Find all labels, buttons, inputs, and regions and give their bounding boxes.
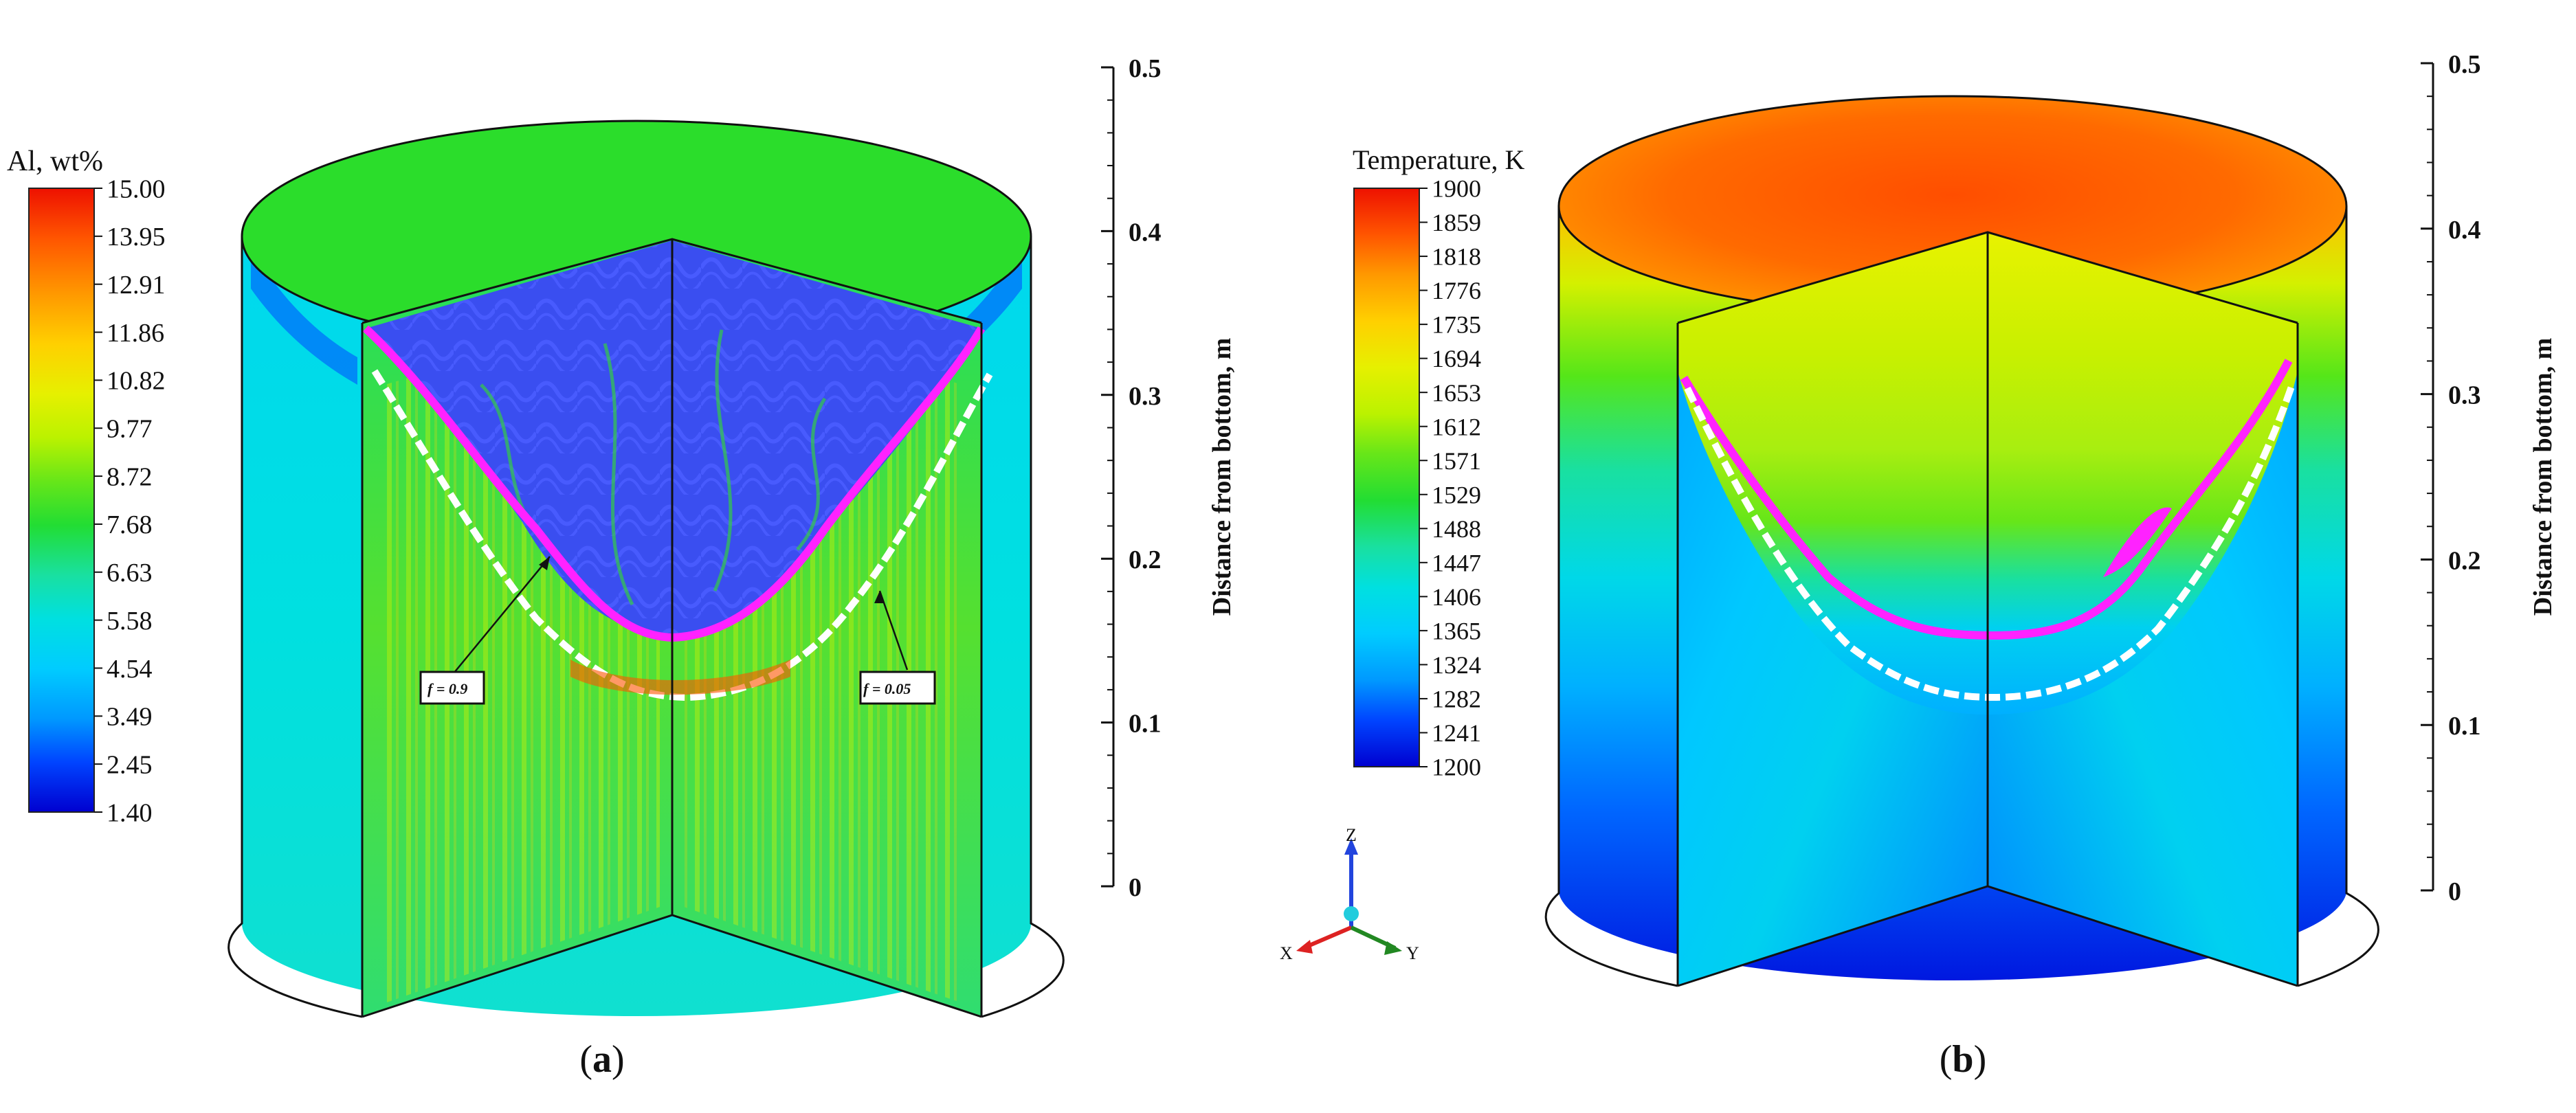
colorbar-temperature-tick-label: 1653 — [1432, 379, 1481, 407]
solidus-line-b — [1684, 383, 2296, 701]
annotation-fs-high: f = 0.9 — [428, 680, 467, 697]
panel-a: Al, wt% 15.00 13.95 12.91 11.86 10.82 9.77 8.7… — [7, 54, 1236, 1081]
axis-triad: Z X Y — [1280, 825, 1419, 963]
annotation-fs-low-box — [859, 671, 936, 705]
axis-a-tick-label: 0.3 — [1129, 382, 1162, 411]
axis-a-tick-label: 0.2 — [1129, 546, 1162, 574]
axis-label-b: Distance from bottom, m — [2529, 338, 2557, 616]
colorbar-temperature-title: Temperature, K — [1353, 144, 1525, 175]
colorbar-temperature-tick-label: 1447 — [1432, 549, 1481, 576]
caption-a: (a) — [579, 1038, 624, 1081]
colorbar-temperature-tick-label: 1200 — [1432, 754, 1481, 781]
colorbar-al-tick-label: 11.86 — [107, 319, 164, 348]
colorbar-temperature-tick-label: 1488 — [1432, 515, 1481, 543]
colorbar-al-tick-label: 15.00 — [107, 175, 166, 203]
colorbar-al-tick-label: 9.77 — [107, 415, 153, 444]
axis-a-tick-label: 0.1 — [1129, 710, 1162, 739]
triad-x-label: X — [1280, 943, 1293, 963]
colorbar-temperature-tick-label: 1818 — [1432, 243, 1481, 271]
axis-a-tick-label: 0.4 — [1129, 218, 1162, 247]
colorbar-temperature-tick-label: 1612 — [1432, 413, 1481, 440]
axis-b-tick-label: 0.3 — [2448, 381, 2481, 410]
axis-label-a: Distance from bottom, m — [1208, 338, 1236, 616]
colorbar-al-ticks: 15.00 13.95 12.91 11.86 10.82 9.77 8.72 7.68 6.6… — [94, 175, 166, 827]
caption-b: (b) — [1940, 1038, 1986, 1081]
colorbar-temperature-tick-label: 1241 — [1432, 719, 1481, 747]
colorbar-al-tick-label: 1.40 — [107, 798, 153, 827]
liquidus-bulge-b — [2103, 507, 2172, 577]
colorbar-al-tick-label: 10.82 — [107, 367, 166, 396]
axis-b-tick-label: 0.4 — [2448, 216, 2481, 245]
triad-z-label: Z — [1346, 825, 1357, 845]
axis-a-tick-label: 0 — [1129, 873, 1142, 902]
colorbar-al-tick-label: 6.63 — [107, 559, 153, 587]
colorbar-al-tick-label: 3.49 — [107, 703, 153, 732]
axis-b-tick-label: 0.1 — [2448, 712, 2481, 741]
colorbar-temperature-tick-label: 1694 — [1432, 345, 1481, 372]
axis-b-tick-label: 0.2 — [2448, 546, 2481, 575]
colorbar-al-title: Al, wt% — [7, 146, 103, 177]
colorbar-al-tick-label: 4.54 — [107, 655, 153, 684]
colorbar-temperature-tick-label: 1776 — [1432, 277, 1481, 304]
colorbar-temperature — [1353, 188, 1420, 767]
axis-b-tick-label: 0.5 — [2448, 50, 2481, 79]
axis-b-tick-label: 0 — [2448, 877, 2461, 906]
solidus-line-a — [371, 369, 993, 701]
colorbar-temperature-tick-label: 1365 — [1432, 617, 1481, 644]
colorbar-al-tick-label: 7.68 — [107, 510, 153, 539]
colorbar-al-tick-label: 12.91 — [107, 271, 166, 300]
axis-ticks-a: 0.5 0.4 0.3 0.2 0.1 0 — [1101, 54, 1162, 902]
colorbar-temperature-tick-label: 1324 — [1432, 651, 1481, 679]
colorbar-temperature-tick-label: 1900 — [1432, 175, 1481, 203]
colorbar-al-tick-label: 2.45 — [107, 750, 153, 779]
triad-y-label: Y — [1406, 943, 1419, 963]
colorbar-temperature-ticks: 1900 1859 1818 1776 1735 1694 1653 1612 1571 1529… — [1419, 175, 1481, 781]
colorbar-temperature-tick-label: 1859 — [1432, 209, 1481, 236]
colorbar-al-tick-label: 5.58 — [107, 607, 153, 636]
annotation-fs-low: f = 0.05 — [863, 680, 911, 697]
colorbar-al-tick-label: 13.95 — [107, 223, 166, 251]
colorbar-temperature-tick-label: 1406 — [1432, 583, 1481, 611]
axis-ticks-b: 0.5 0.4 0.3 0.2 0.1 0 — [2421, 50, 2481, 906]
colorbar-al-tick-label: 8.72 — [107, 462, 153, 491]
colorbar-temperature-tick-label: 1735 — [1432, 311, 1481, 339]
colorbar-al — [28, 188, 95, 813]
colorbar-temperature-tick-label: 1282 — [1432, 686, 1481, 713]
annotation-fs-high-box — [419, 671, 485, 705]
colorbar-temperature-tick-label: 1529 — [1432, 481, 1481, 508]
colorbar-temperature-tick-label: 1571 — [1432, 447, 1481, 475]
liquidus-line-b — [1680, 359, 2293, 640]
panel-b: Temperature, K 1900185918181776173516941… — [1353, 50, 2557, 1081]
triad-origin — [1344, 906, 1359, 921]
side-blue-band-left — [251, 247, 357, 385]
axis-a-tick-label: 0.5 — [1129, 54, 1162, 83]
